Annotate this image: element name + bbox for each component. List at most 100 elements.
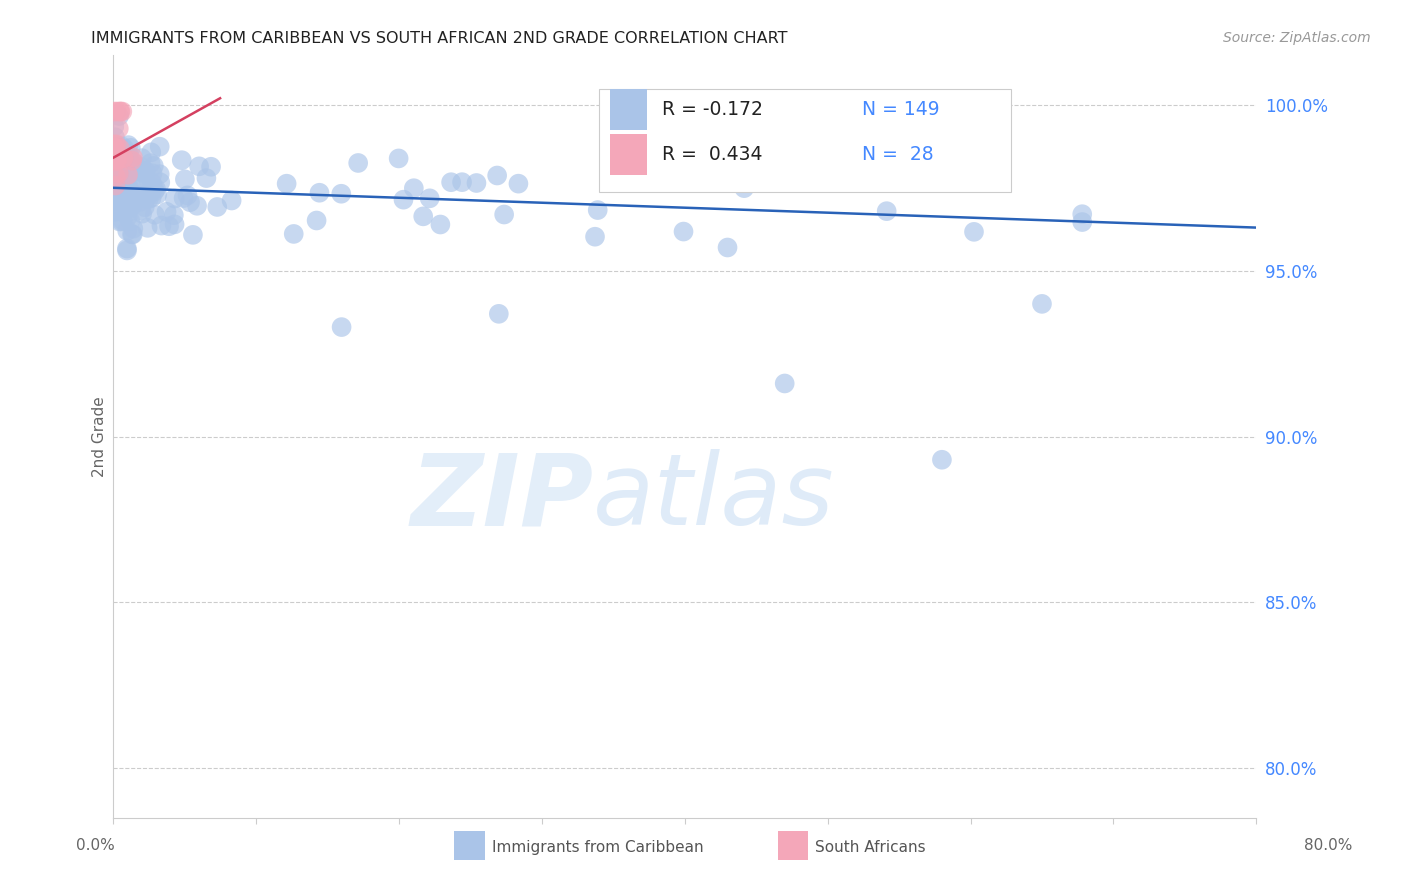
Text: R = -0.172: R = -0.172 xyxy=(662,100,762,119)
Point xyxy=(104,130,127,145)
Point xyxy=(136,220,159,235)
FancyBboxPatch shape xyxy=(599,89,1011,193)
Point xyxy=(103,120,125,134)
Point xyxy=(149,167,172,181)
Point xyxy=(117,210,139,224)
Point xyxy=(330,320,353,334)
Point xyxy=(118,184,141,198)
Point xyxy=(117,138,139,153)
Point xyxy=(120,213,142,227)
Point xyxy=(121,175,143,189)
Point xyxy=(488,307,510,321)
Point xyxy=(129,194,152,209)
Point xyxy=(139,156,162,170)
Point xyxy=(586,202,609,217)
Point xyxy=(107,166,129,180)
Point xyxy=(110,104,132,119)
Point xyxy=(129,203,152,218)
Point xyxy=(104,143,127,157)
Point xyxy=(121,150,143,164)
Point xyxy=(136,179,159,194)
Point xyxy=(207,200,229,214)
Point xyxy=(104,178,127,193)
Point xyxy=(104,140,127,154)
Point xyxy=(486,169,509,183)
Point xyxy=(276,177,298,191)
Point xyxy=(115,169,138,183)
Point xyxy=(111,104,134,119)
Point xyxy=(186,199,208,213)
Point xyxy=(308,186,330,200)
Text: ZIP: ZIP xyxy=(411,449,593,546)
Point xyxy=(583,229,606,244)
Point xyxy=(1071,215,1094,229)
Point xyxy=(176,188,198,202)
Point xyxy=(107,166,129,180)
Point xyxy=(104,204,127,219)
Y-axis label: 2nd Grade: 2nd Grade xyxy=(93,396,107,477)
Point xyxy=(104,197,127,211)
Point xyxy=(141,191,163,205)
Point xyxy=(108,214,131,228)
Point xyxy=(117,202,139,216)
Point xyxy=(115,244,138,258)
Point xyxy=(143,208,166,222)
Point xyxy=(141,176,163,190)
Point xyxy=(121,227,143,242)
Text: atlas: atlas xyxy=(593,449,835,546)
Point xyxy=(392,193,415,207)
Point xyxy=(114,186,136,201)
Point xyxy=(142,181,165,195)
Point xyxy=(451,175,474,189)
Point xyxy=(143,185,166,199)
Point xyxy=(131,207,153,221)
Text: N =  28: N = 28 xyxy=(862,145,934,164)
Point xyxy=(716,240,738,254)
Point xyxy=(145,182,167,196)
Point xyxy=(150,219,173,233)
Point xyxy=(402,181,425,195)
Point xyxy=(103,149,125,163)
Point xyxy=(120,155,142,169)
Point xyxy=(163,192,186,206)
Point xyxy=(105,137,128,152)
Point xyxy=(125,163,148,178)
Point xyxy=(104,161,127,175)
Text: IMMIGRANTS FROM CARIBBEAN VS SOUTH AFRICAN 2ND GRADE CORRELATION CHART: IMMIGRANTS FROM CARIBBEAN VS SOUTH AFRIC… xyxy=(91,31,787,46)
Point xyxy=(103,151,125,165)
Point xyxy=(672,225,695,239)
Point xyxy=(429,218,451,232)
Text: 0.0%: 0.0% xyxy=(76,838,115,853)
Point xyxy=(105,186,128,200)
Point xyxy=(733,181,755,195)
Point xyxy=(138,192,160,206)
Point xyxy=(173,191,195,205)
Point xyxy=(105,154,128,169)
Point xyxy=(128,173,150,187)
Point xyxy=(134,167,156,181)
Point xyxy=(108,142,131,156)
Point xyxy=(121,199,143,213)
Text: Immigrants from Caribbean: Immigrants from Caribbean xyxy=(492,840,704,855)
Point xyxy=(388,152,411,166)
Point xyxy=(112,183,135,197)
Point xyxy=(131,165,153,179)
Point xyxy=(103,151,125,165)
Point xyxy=(347,156,370,170)
Point xyxy=(120,141,142,155)
Point xyxy=(465,176,488,190)
Point xyxy=(135,164,157,178)
Point xyxy=(114,178,136,192)
Point xyxy=(111,171,134,186)
Point xyxy=(1071,207,1094,221)
Point xyxy=(108,104,131,119)
Point xyxy=(125,188,148,202)
Point xyxy=(111,175,134,189)
Point xyxy=(200,160,222,174)
FancyBboxPatch shape xyxy=(610,89,647,130)
Point xyxy=(115,224,138,238)
Point xyxy=(283,227,305,241)
Point xyxy=(149,175,172,189)
Point xyxy=(131,160,153,174)
Point xyxy=(104,169,127,184)
